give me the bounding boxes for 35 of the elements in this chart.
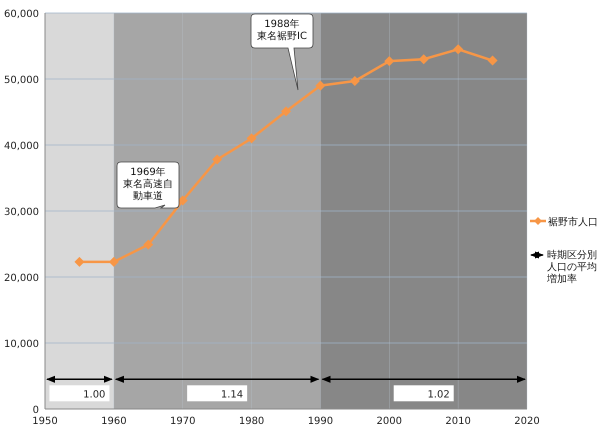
point [418,54,429,64]
y-tick-label: 60,000 [4,9,39,20]
x-tick-label: 2020 [514,416,540,427]
point [246,133,257,144]
point [384,56,394,66]
band-label: 1.14 [220,389,244,400]
x-tick-label: 1960 [101,416,127,427]
x-tick-label: 1970 [170,416,196,427]
point [74,256,84,267]
annotation: 1988年東名裾野IC [257,18,307,42]
point [453,44,464,54]
x-tick-label: 1990 [308,416,334,427]
point [108,256,119,267]
band-label: 1.02 [427,389,450,400]
y-tick-label: 40,000 [4,141,39,152]
y-tick-label: 30,000 [4,207,39,218]
legend-label: 裾野市人口 [548,216,598,228]
x-tick-label: 1980 [238,416,264,427]
point [281,106,291,116]
x-tick-label: 1950 [32,416,58,427]
y-tick-label: 20,000 [4,273,39,284]
y-tick-label: 0 [32,405,39,416]
band-label: 1.00 [83,389,106,400]
point [488,56,498,66]
annotation: 1969年東名高速自動車道 [123,166,173,202]
point [178,195,188,206]
x-tick-label: 2010 [445,416,471,427]
point [315,80,326,91]
point [143,240,154,250]
y-tick-label: 50,000 [4,75,39,86]
x-tick-label: 2000 [376,416,402,427]
point [350,76,360,86]
y-tick-label: 10,000 [4,339,39,350]
text: 時期区分別人口の平均増加率 [546,249,597,285]
point [212,154,222,165]
